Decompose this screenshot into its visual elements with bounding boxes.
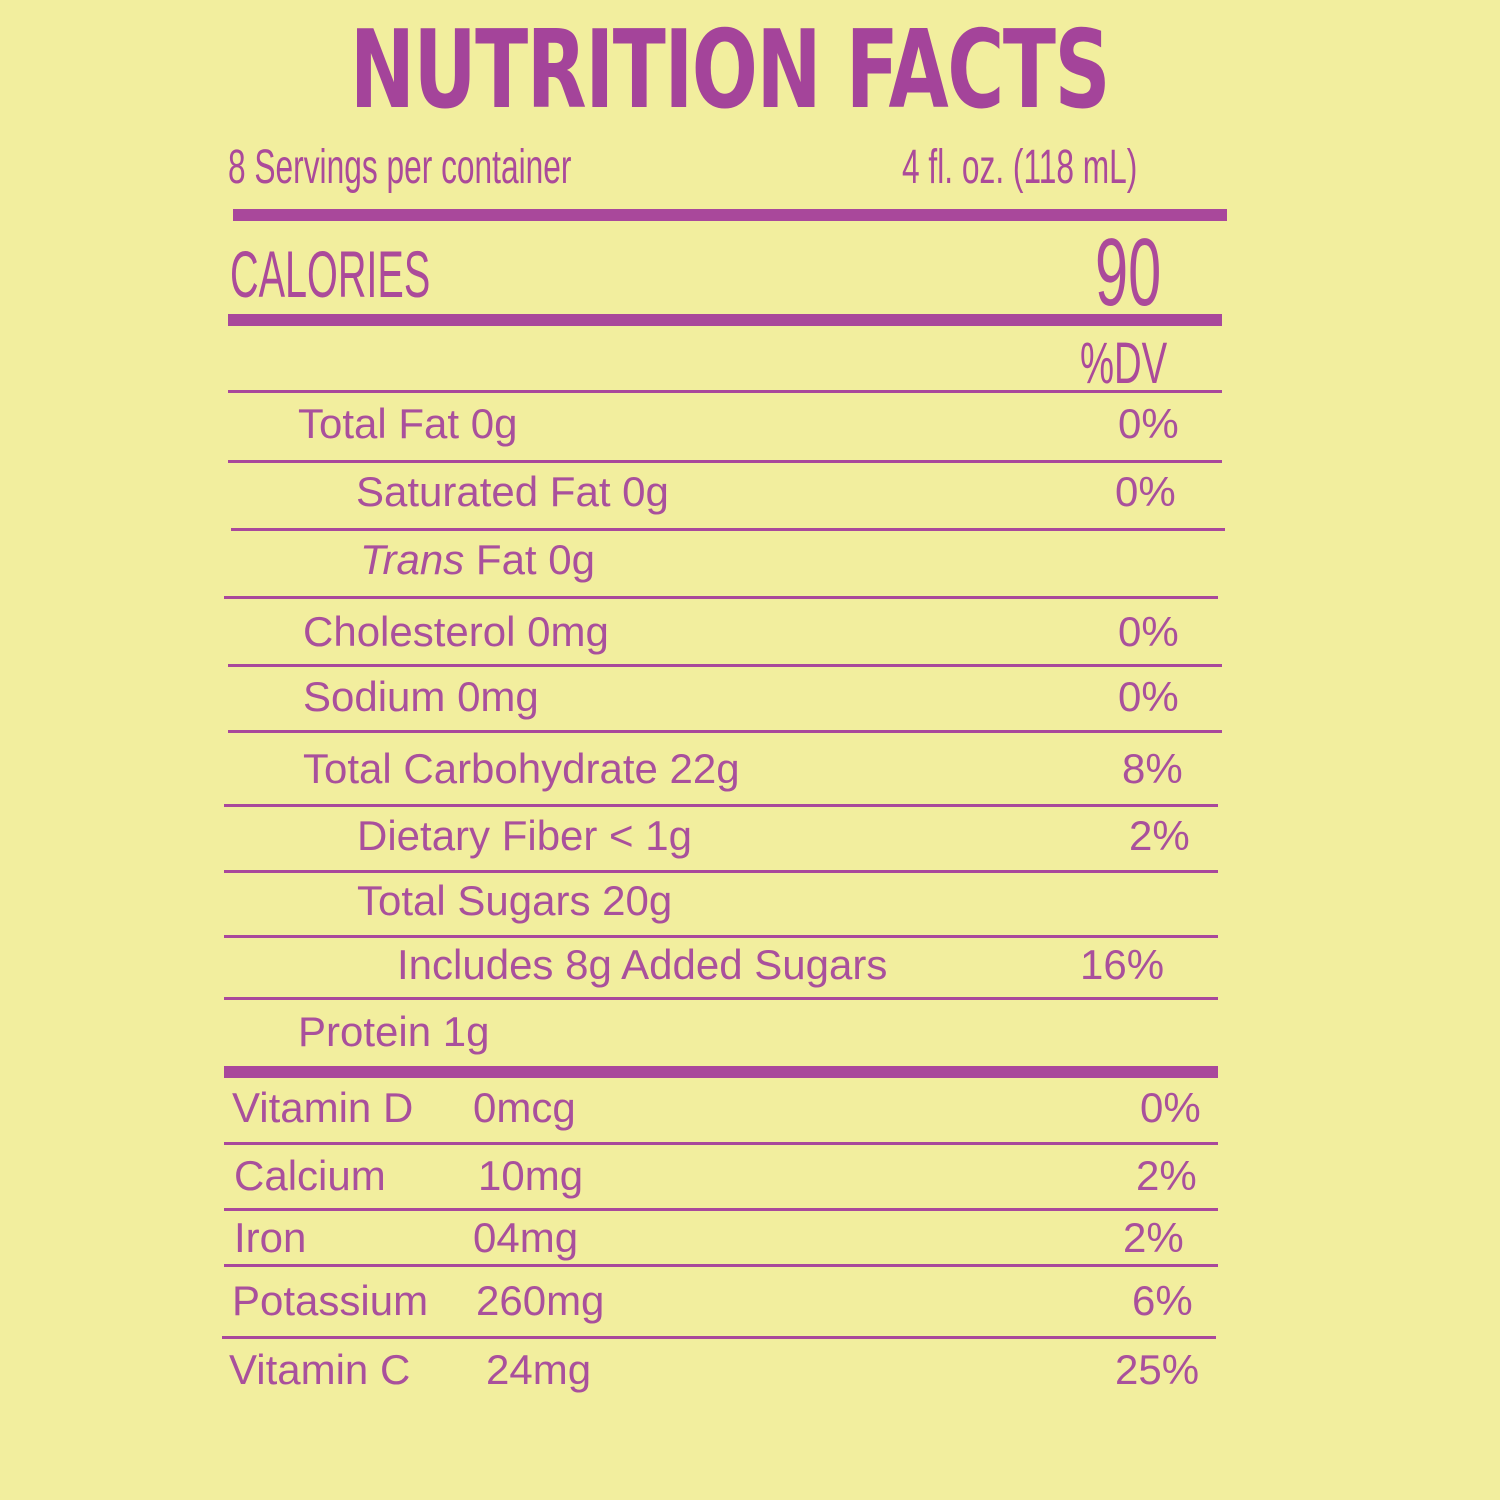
- trans-rest: Fat 0g: [464, 536, 595, 583]
- vitamin-name: Potassium: [232, 1277, 429, 1324]
- nutrient-dv: 2%: [1129, 812, 1190, 859]
- vitamin-amount: 04mg: [473, 1214, 579, 1261]
- nutrient-label: Total Fat 0g: [298, 400, 518, 447]
- row-divider: [228, 730, 1222, 733]
- vitamin-name: Vitamin D: [232, 1084, 414, 1131]
- row-divider: [224, 1208, 1218, 1211]
- vitamin-amount: 0mcg: [473, 1084, 576, 1131]
- nutrient-label: Saturated Fat 0g: [356, 468, 669, 515]
- row-divider: [228, 460, 1222, 463]
- vitamin-name: Vitamin C: [229, 1346, 411, 1393]
- vitamin-amount: 24mg: [486, 1346, 592, 1393]
- vitamin-dv: 2%: [1123, 1214, 1184, 1261]
- nutrient-dv: 0%: [1118, 673, 1179, 720]
- nutrient-label: Trans Fat 0g: [360, 536, 595, 584]
- vitamin-name: Iron: [234, 1214, 307, 1261]
- row-divider: [224, 1142, 1218, 1145]
- nutrient-label: Cholesterol 0mg: [303, 608, 609, 655]
- nutrient-dv: 0%: [1118, 400, 1179, 447]
- panel-title: NUTRITION FACTS: [349, 8, 1111, 133]
- nutrient-dv: 8%: [1122, 745, 1183, 792]
- trans-italic: Trans: [360, 536, 465, 583]
- row-divider: [228, 390, 1222, 393]
- row-divider: [228, 664, 1222, 667]
- row-divider: [231, 528, 1225, 531]
- row-divider: [224, 596, 1218, 599]
- vitamin-name: Calcium: [234, 1152, 386, 1199]
- row-divider: [224, 935, 1218, 938]
- nutrient-dv: 0%: [1118, 608, 1179, 655]
- daily-value-header: %DV: [1080, 331, 1168, 396]
- serving-size: 4 fl. oz. (118 mL): [902, 141, 1138, 194]
- divider-thick-vitamins: [224, 1066, 1218, 1078]
- vitamin-dv: 0%: [1140, 1084, 1201, 1131]
- row-divider: [224, 997, 1218, 1000]
- nutrient-label: Total Sugars 20g: [357, 877, 673, 924]
- nutrient-label: Total Carbohydrate 22g: [303, 745, 740, 792]
- nutrient-label: Protein 1g: [298, 1008, 490, 1055]
- vitamin-amount: 260mg: [476, 1277, 605, 1324]
- nutrient-label: Sodium 0mg: [303, 673, 539, 720]
- row-divider: [224, 870, 1218, 873]
- nutrient-dv: 16%: [1080, 941, 1165, 988]
- vitamin-amount: 10mg: [478, 1152, 584, 1199]
- row-divider: [224, 804, 1218, 807]
- row-divider: [224, 1264, 1218, 1267]
- divider-thick-top: [233, 209, 1227, 221]
- calories-label: CALORIES: [230, 237, 431, 311]
- vitamin-dv: 2%: [1136, 1152, 1197, 1199]
- vitamin-dv: 6%: [1132, 1277, 1193, 1324]
- calories-value: 90: [1095, 219, 1162, 326]
- servings-per-container: 8 Servings per container: [228, 141, 572, 194]
- nutrient-dv: 0%: [1115, 468, 1176, 515]
- nutrient-label: Dietary Fiber < 1g: [357, 812, 692, 859]
- divider-thick-calories: [228, 314, 1222, 326]
- vitamin-dv: 25%: [1115, 1346, 1200, 1393]
- nutrient-label: Includes 8g Added Sugars: [397, 941, 888, 988]
- row-divider: [222, 1336, 1216, 1339]
